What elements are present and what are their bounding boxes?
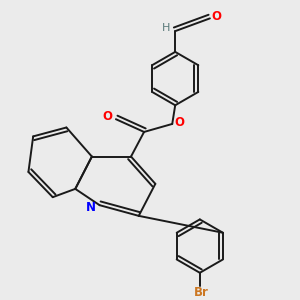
Text: N: N — [86, 201, 96, 214]
Text: O: O — [212, 11, 221, 23]
Text: O: O — [175, 116, 185, 129]
Text: Br: Br — [194, 286, 209, 299]
Text: H: H — [162, 22, 170, 33]
Text: O: O — [103, 110, 112, 123]
